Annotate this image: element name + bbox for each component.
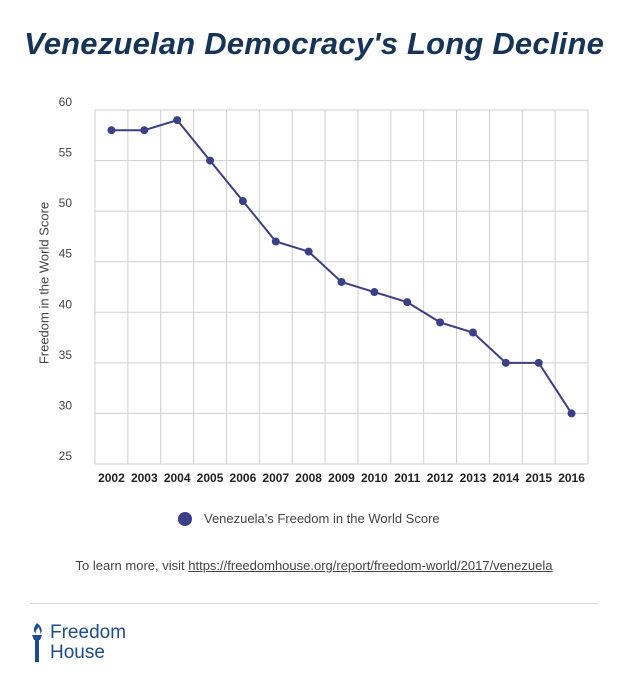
legend-marker <box>178 511 192 526</box>
chart-title: Venezuelan Democracy's Long Decline <box>23 26 605 61</box>
x-tick-label: 2006 <box>230 471 257 485</box>
series-line <box>111 118 573 414</box>
x-tick-label: 2013 <box>460 471 487 485</box>
y-tick-labels: 25 30 35 40 45 50 55 60 <box>59 95 73 463</box>
data-point <box>107 126 116 135</box>
data-point <box>501 358 510 367</box>
y-tick-label: 25 <box>59 449 73 463</box>
x-tick-label: 2008 <box>295 471 322 485</box>
logo-text-line1: Freedom <box>50 622 127 643</box>
x-tick-label: 2016 <box>558 471 585 485</box>
data-point <box>206 156 215 165</box>
data-point <box>173 116 182 125</box>
x-tick-label: 2005 <box>197 471 224 485</box>
data-point <box>370 288 379 297</box>
x-tick-label: 2003 <box>131 471 158 485</box>
x-tick-label: 2004 <box>164 471 191 485</box>
data-point <box>238 197 247 206</box>
y-tick-label: 55 <box>59 146 73 160</box>
x-tick-label: 2002 <box>98 471 125 485</box>
divider <box>30 603 598 604</box>
y-axis-label: Freedom in the World Score <box>36 201 52 365</box>
legend-label: Venezuela's Freedom in the World Score <box>204 511 440 526</box>
data-point <box>271 237 280 246</box>
logo-text-line2: House <box>50 642 105 663</box>
x-tick-label: 2011 <box>394 471 420 485</box>
y-tick-label: 50 <box>59 196 73 210</box>
legend: Venezuela's Freedom in the World Score <box>178 511 440 526</box>
data-points <box>107 116 576 418</box>
data-point <box>304 247 313 256</box>
footnote-text: To learn more, visit <box>75 558 189 573</box>
data-point <box>567 409 576 418</box>
freedom-house-logo: Freedom House <box>30 622 126 664</box>
x-tick-label: 2012 <box>427 471 454 485</box>
data-point <box>468 328 477 337</box>
data-point <box>534 358 543 367</box>
x-tick-label: 2015 <box>525 471 552 485</box>
x-tick-label: 2007 <box>262 471 289 485</box>
torch-icon <box>32 623 42 662</box>
freedomhouse-link[interactable]: https://freedomhouse.org/report/freedom-… <box>188 558 553 573</box>
y-tick-label: 40 <box>59 297 73 311</box>
grid <box>94 109 589 465</box>
x-tick-label: 2014 <box>492 471 519 485</box>
y-tick-label: 60 <box>59 95 73 109</box>
y-tick-label: 35 <box>59 348 73 362</box>
data-point <box>337 277 346 286</box>
data-point <box>436 318 445 327</box>
data-point <box>403 298 412 307</box>
x-tick-labels: 2002 2003 2004 2005 2006 2007 2008 2009 2010 2011… <box>98 471 585 485</box>
y-tick-label: 45 <box>59 247 73 261</box>
y-tick-label: 30 <box>59 398 73 412</box>
footnote: To learn more, visit https://freedomhous… <box>0 558 628 573</box>
x-tick-label: 2009 <box>328 471 355 485</box>
x-tick-label: 2010 <box>361 471 388 485</box>
data-point <box>140 126 149 135</box>
